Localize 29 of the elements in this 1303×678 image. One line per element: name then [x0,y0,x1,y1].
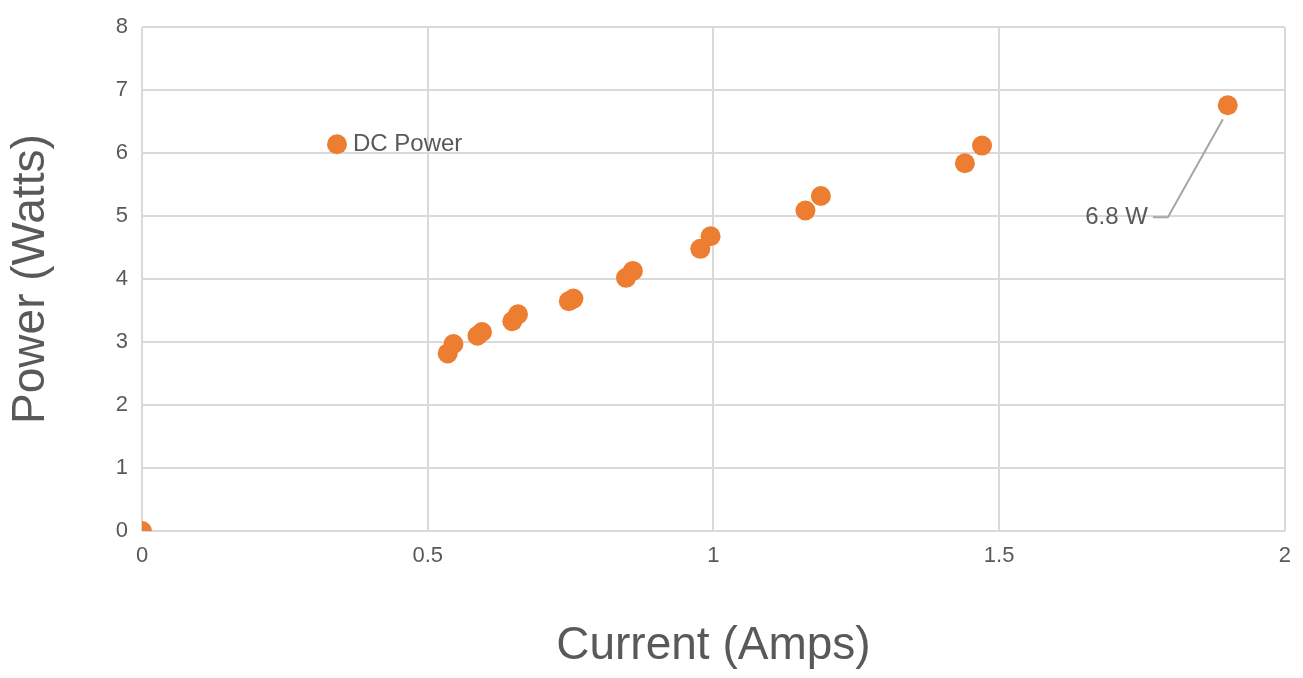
point [810,185,831,206]
point [954,153,975,174]
y-tick-label: 8 [115,13,128,39]
point [1217,95,1238,116]
annotation: 6.8 W [1085,201,1149,229]
y-tick-label: 3 [115,328,128,354]
y-tick-label: 2 [115,391,128,417]
y-tick-label: 0 [115,517,128,543]
y-tick-label: 6 [115,139,128,165]
y-tick-label: 1 [115,454,128,480]
x-tick-label: 0 [135,542,149,568]
x-tick-label: 1 [707,542,720,568]
point [508,304,529,325]
point [443,333,464,354]
point [472,322,493,342]
point [795,200,816,221]
x-tick-label: 0.5 [412,542,444,568]
y-axis-title: Power (Watts) [2,134,55,424]
point [622,260,643,281]
legend-label: DC Power [353,128,463,156]
point [700,226,721,247]
y-tick-label: 5 [115,202,128,228]
x-tick-label: 1.5 [983,542,1015,568]
point [563,288,584,309]
y-tick-label: 7 [115,76,128,102]
x-tick-label: 2 [1278,542,1292,568]
point [972,135,993,156]
y-tick-label: 4 [115,265,128,291]
x-axis-title: Current (Amps) [556,617,871,670]
